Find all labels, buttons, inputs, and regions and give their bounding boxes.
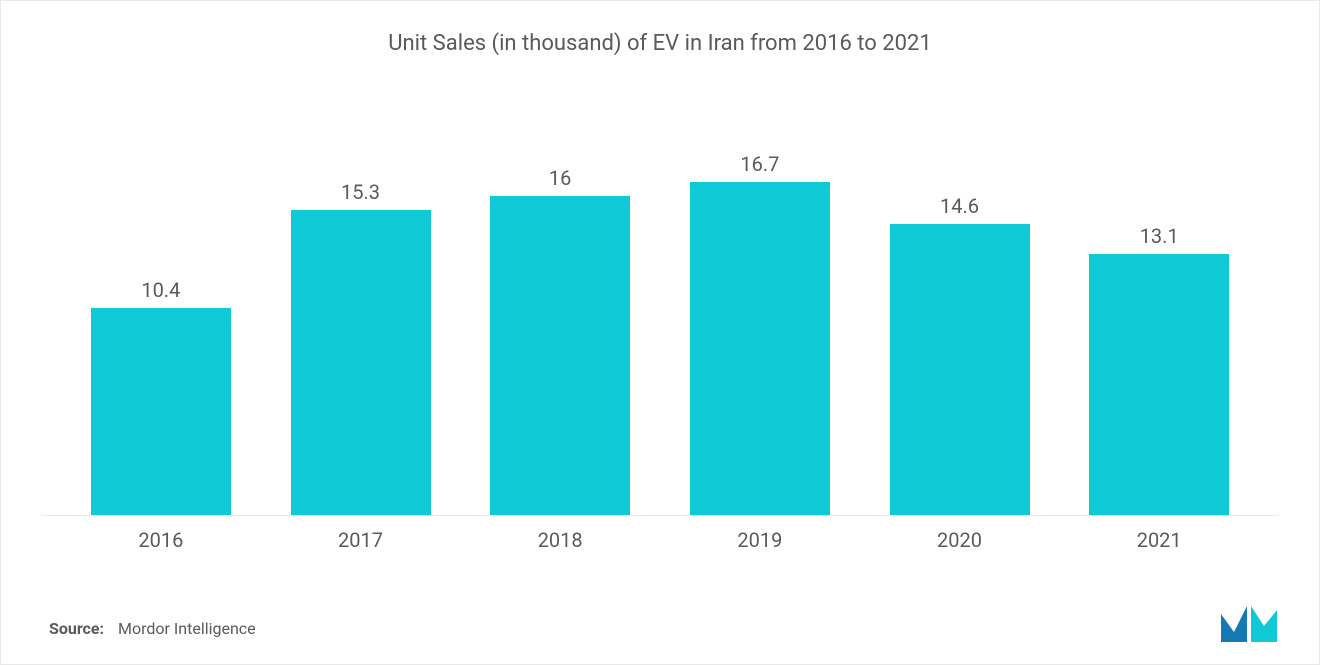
bar: 14.6 [890, 224, 1030, 515]
source-label: Source: [49, 619, 104, 638]
x-tick-label: 2017 [261, 528, 461, 552]
bar-group: 13.1 [1059, 116, 1259, 515]
bar-group: 10.4 [61, 116, 261, 515]
bar-wrapper: 14.6 [860, 116, 1060, 515]
brand-logo [1219, 604, 1279, 644]
plot-area: 10.4 15.3 16 16.7 14.6 13.1 [41, 116, 1279, 516]
x-tick-label: 2020 [860, 528, 1060, 552]
chart-container: Unit Sales (in thousand) of EV in Iran f… [1, 1, 1319, 664]
bar-group: 16 [460, 116, 660, 515]
bar-wrapper: 16 [460, 116, 660, 515]
bar-group: 15.3 [261, 116, 461, 515]
x-tick-label: 2016 [61, 528, 261, 552]
x-axis: 201620172018201920202021 [41, 516, 1279, 552]
bar-group: 14.6 [860, 116, 1060, 515]
source-line: Source: Mordor Intelligence [49, 619, 256, 638]
bar: 16.7 [690, 182, 830, 515]
x-tick-label: 2018 [460, 528, 660, 552]
bar-value-label: 15.3 [341, 180, 380, 232]
bar: 16 [490, 196, 630, 515]
source-text: Mordor Intelligence [118, 619, 256, 638]
bar-wrapper: 16.7 [660, 116, 860, 515]
bar-group: 16.7 [660, 116, 860, 515]
bar-wrapper: 10.4 [61, 116, 261, 515]
bar-wrapper: 15.3 [261, 116, 461, 515]
x-tick-label: 2021 [1059, 528, 1259, 552]
bar-value-label: 16 [549, 166, 571, 218]
bar-value-label: 13.1 [1140, 224, 1179, 276]
bar-value-label: 10.4 [141, 278, 180, 330]
bar-value-label: 16.7 [740, 152, 779, 204]
bar: 10.4 [91, 308, 231, 515]
bar: 13.1 [1089, 254, 1229, 515]
bar: 15.3 [291, 210, 431, 515]
x-tick-label: 2019 [660, 528, 860, 552]
bar-wrapper: 13.1 [1059, 116, 1259, 515]
bar-value-label: 14.6 [940, 194, 979, 246]
chart-title: Unit Sales (in thousand) of EV in Iran f… [41, 31, 1279, 56]
